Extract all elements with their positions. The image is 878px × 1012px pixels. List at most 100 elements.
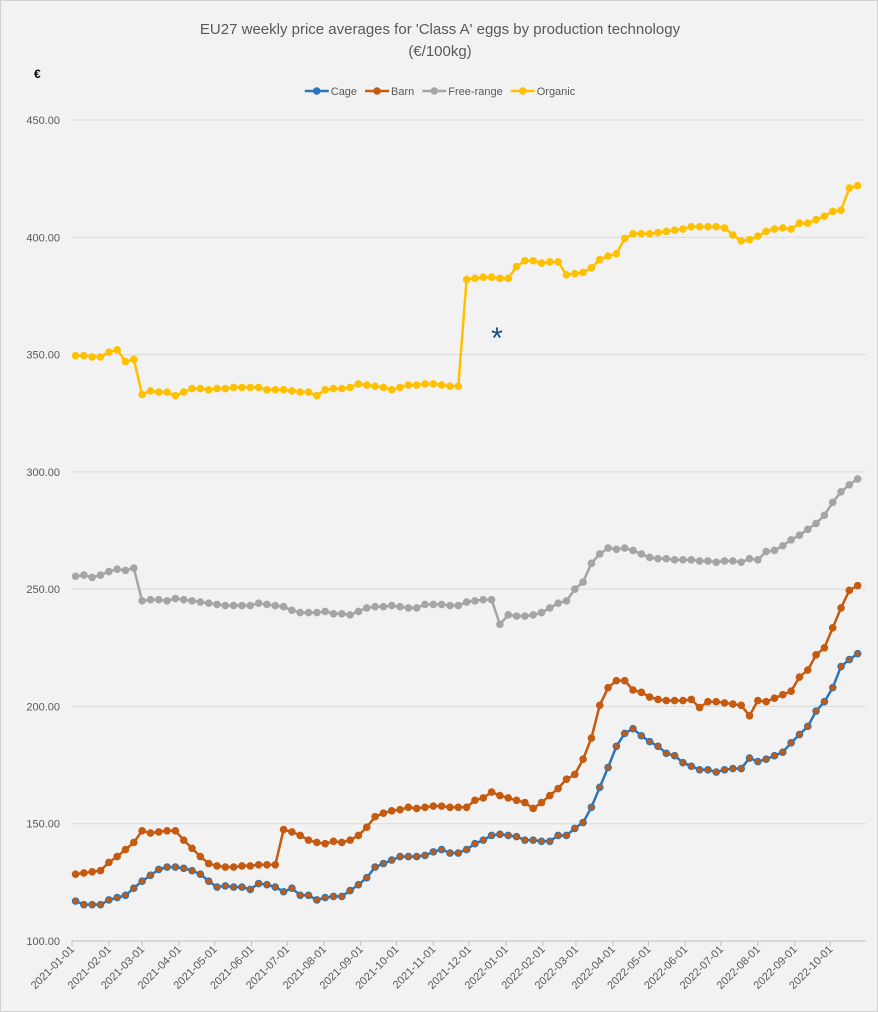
point-marker (562, 831, 571, 840)
point-marker (296, 831, 305, 840)
point-marker (512, 262, 521, 271)
point-marker (587, 803, 596, 812)
point-marker (803, 722, 812, 731)
point-marker (321, 385, 329, 394)
point-marker (546, 258, 554, 266)
point-marker (454, 803, 463, 812)
y-tick-label: 250.00 (26, 584, 60, 596)
point-marker (462, 803, 471, 812)
point-marker (213, 384, 221, 393)
point-marker (754, 696, 762, 705)
point-marker (629, 724, 637, 733)
point-marker (529, 804, 537, 813)
point-marker (620, 544, 629, 552)
point-marker (504, 831, 513, 840)
point-marker (105, 567, 113, 576)
point-marker (80, 869, 88, 877)
point-marker (412, 604, 421, 612)
point-marker (96, 353, 105, 361)
point-marker (88, 868, 97, 876)
point-marker (263, 600, 271, 609)
point-marker (188, 844, 196, 853)
point-marker (171, 594, 180, 603)
point-marker (130, 838, 138, 847)
point-marker (121, 566, 130, 575)
point-marker (296, 608, 305, 617)
point-marker (171, 863, 180, 871)
legend-label: Barn (391, 86, 414, 98)
point-marker (179, 836, 188, 844)
point-marker (853, 475, 862, 483)
legend-marker (373, 87, 381, 95)
point-marker (762, 547, 770, 556)
point-marker (487, 595, 496, 604)
point-marker (271, 385, 280, 394)
point-marker (662, 227, 671, 236)
point-marker (570, 585, 579, 593)
point-marker (105, 896, 113, 904)
point-marker (421, 380, 429, 388)
point-marker (263, 385, 271, 394)
point-marker (637, 688, 646, 697)
point-marker (737, 237, 745, 245)
point-marker (429, 802, 438, 810)
point-marker (196, 852, 205, 861)
point-marker (321, 839, 329, 848)
point-marker (263, 860, 271, 869)
point-marker (354, 880, 363, 889)
point-marker (196, 870, 205, 878)
point-marker (188, 384, 196, 393)
point-marker (362, 823, 371, 832)
y-tick-label: 400.00 (26, 232, 60, 244)
point-marker (313, 608, 321, 617)
point-marker (720, 699, 729, 707)
point-marker (645, 229, 654, 238)
point-marker (620, 729, 629, 738)
point-marker (121, 357, 130, 366)
point-marker (654, 695, 662, 704)
point-marker (454, 849, 463, 857)
point-marker (429, 600, 438, 609)
point-marker (288, 828, 296, 836)
point-marker (379, 383, 388, 392)
point-marker (271, 860, 280, 869)
point-marker (754, 757, 762, 766)
point-marker (304, 608, 313, 617)
point-marker (837, 487, 845, 496)
point-marker (529, 611, 537, 619)
point-marker (754, 232, 762, 240)
y-axis-label: € (34, 67, 41, 81)
point-marker (271, 601, 280, 610)
point-marker (204, 385, 213, 394)
point-marker (745, 235, 754, 244)
point-marker (695, 557, 704, 565)
point-marker (329, 837, 338, 846)
point-marker (362, 873, 371, 882)
point-marker (387, 601, 396, 610)
point-marker (146, 829, 155, 837)
point-marker (487, 273, 496, 281)
point-marker (179, 388, 188, 396)
point-marker (163, 826, 171, 835)
chart-title: EU27 weekly price averages for 'Class A'… (200, 21, 681, 38)
point-marker (762, 697, 770, 706)
point-marker (837, 206, 845, 215)
point-marker (437, 381, 446, 389)
point-marker (612, 545, 621, 554)
point-marker (645, 553, 654, 562)
point-marker (537, 798, 546, 807)
point-marker (379, 859, 388, 868)
point-marker (404, 852, 413, 861)
point-marker (687, 695, 696, 704)
point-marker (263, 880, 271, 889)
point-marker (188, 866, 196, 875)
point-marker (778, 748, 787, 756)
point-marker (654, 554, 662, 563)
point-marker (845, 480, 854, 489)
point-marker (587, 559, 596, 568)
point-marker (820, 212, 829, 220)
point-marker (579, 268, 587, 277)
point-marker (387, 807, 396, 815)
point-marker (670, 696, 679, 705)
point-marker (462, 845, 471, 854)
